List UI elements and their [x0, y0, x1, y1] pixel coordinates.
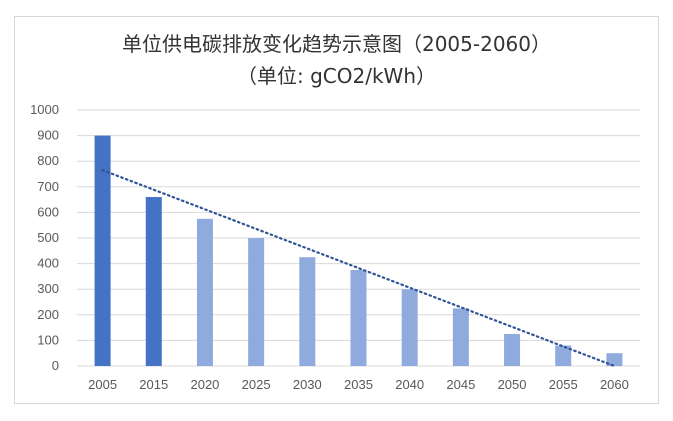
- y-axis-ticks: 0 100 200 300 400 500 600 700 800 900 1000: [30, 102, 59, 373]
- x-tick-label: 2060: [600, 377, 629, 392]
- chart-frame: [14, 16, 659, 404]
- bar-2025: [248, 238, 265, 366]
- chart-subtitle: （单位: gCO2/kWh）: [237, 64, 436, 88]
- x-tick-label: 2055: [549, 377, 578, 392]
- x-tick-label: 2005: [88, 377, 117, 392]
- y-tick-label: 0: [52, 358, 59, 373]
- y-tick-label: 700: [37, 179, 59, 194]
- trendline: [101, 169, 616, 368]
- y-tick-label: 200: [37, 307, 59, 322]
- bar-2030: [299, 257, 316, 366]
- y-tick-label: 1000: [30, 102, 59, 117]
- x-axis-ticks: 2005 2015 2020 2025 2030 2035 2040 2045 2050 2055…: [88, 377, 629, 392]
- x-tick-label: 2050: [498, 377, 527, 392]
- y-tick-label: 800: [37, 153, 59, 168]
- bar-2050: [504, 334, 521, 366]
- bar-2015: [145, 197, 162, 366]
- x-tick-label: 2045: [446, 377, 475, 392]
- x-tick-label: 2040: [395, 377, 424, 392]
- bars: [94, 135, 623, 366]
- y-tick-label: 500: [37, 230, 59, 245]
- x-tick-label: 2015: [139, 377, 168, 392]
- y-tick-label: 400: [37, 256, 59, 271]
- bar-2040: [401, 289, 418, 366]
- x-tick-label: 2020: [190, 377, 219, 392]
- bar-2020: [196, 218, 213, 366]
- x-tick-label: 2030: [293, 377, 322, 392]
- y-tick-label: 900: [37, 128, 59, 143]
- y-tick-label: 300: [37, 281, 59, 296]
- x-tick-label: 2035: [344, 377, 373, 392]
- bar-2045: [452, 308, 469, 366]
- bar-2060: [606, 353, 623, 366]
- bar-2005: [94, 135, 111, 366]
- chart-title: 单位供电碳排放变化趋势示意图（2005-2060）: [121, 32, 551, 56]
- y-tick-label: 600: [37, 204, 59, 219]
- bar-2055: [555, 345, 572, 366]
- y-tick-label: 100: [37, 332, 59, 347]
- x-tick-label: 2025: [242, 377, 271, 392]
- bar-2035: [350, 270, 367, 366]
